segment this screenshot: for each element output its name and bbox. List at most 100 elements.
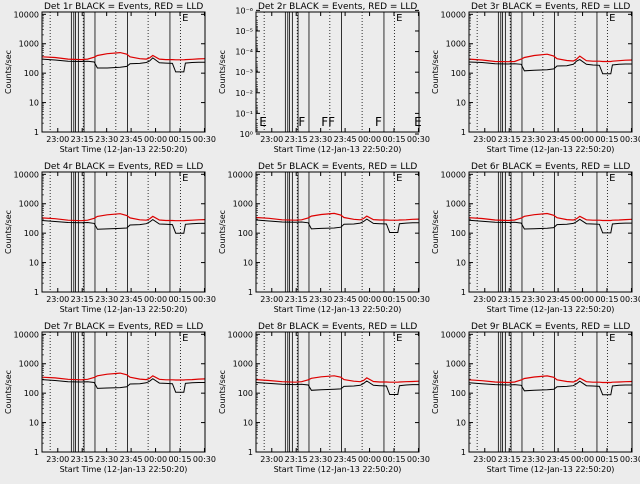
- x-tick-label: 23:45: [547, 135, 570, 144]
- x-tick-label: 00:30: [407, 295, 430, 304]
- panel-title: Det 5r BLACK = Events, RED = LLD: [258, 162, 417, 172]
- x-axis-label: Start Time (12-Jan-13 22:50:20): [274, 305, 402, 314]
- y-tick-label: 10: [243, 259, 253, 268]
- y-tick-label: 1000: [446, 40, 466, 49]
- y-axis-label: Counts/sec: [4, 210, 13, 254]
- series-lld-line: [255, 212, 420, 221]
- x-tick-label: 00:00: [571, 295, 594, 304]
- y-tick-label: 1000: [446, 360, 466, 369]
- y-tick-label: 1000: [19, 200, 39, 209]
- series-events-line: [41, 378, 205, 393]
- y-tick-label: 10000: [14, 10, 39, 19]
- series-lld-line: [255, 375, 420, 383]
- x-tick-label: 00:00: [358, 135, 381, 144]
- corner-marker-label: E: [182, 173, 188, 184]
- series-events-line: [41, 218, 205, 234]
- x-tick-label: 00:15: [382, 455, 405, 464]
- x-tick-label: 23:00: [260, 295, 283, 304]
- y-tick-label: 10: [29, 99, 39, 108]
- x-tick-label: 00:30: [407, 135, 430, 144]
- y-axis-label: Counts/sec: [4, 370, 13, 414]
- y-axis-label: Counts/sec: [431, 50, 440, 94]
- x-tick-label: 23:30: [522, 295, 545, 304]
- panel-title: Det 1r BLACK = Events, RED = LLD: [44, 2, 203, 12]
- x-tick-label: 23:45: [120, 455, 143, 464]
- y-tick-label: 100: [451, 229, 466, 238]
- y-tick-label: 100: [238, 389, 253, 398]
- y-tick-label: 10000: [14, 330, 39, 339]
- x-tick-label: 00:15: [168, 295, 191, 304]
- x-axis-label: Start Time (12-Jan-13 22:50:20): [274, 145, 402, 154]
- y-tick-label: 10000: [228, 330, 253, 339]
- series-lld-line: [41, 372, 206, 381]
- x-tick-label: 00:30: [407, 455, 430, 464]
- x-tick-label: 00:15: [382, 135, 405, 144]
- annotation-label: E: [259, 115, 267, 129]
- x-tick-label: 23:00: [46, 135, 69, 144]
- corner-marker-label: E: [396, 333, 402, 344]
- series-lld-line: [468, 53, 633, 63]
- series-events-line: [41, 57, 205, 73]
- y-tick-label: 10⁻¹: [235, 109, 253, 118]
- x-tick-label: 23:45: [120, 295, 143, 304]
- x-tick-label: 23:45: [334, 295, 357, 304]
- x-tick-label: 23:00: [473, 455, 496, 464]
- series-lld-line: [41, 51, 206, 61]
- x-tick-label: 23:30: [309, 135, 332, 144]
- y-tick-label: 10⁻⁵: [235, 27, 253, 36]
- y-tick-label: 1: [34, 128, 39, 137]
- corner-marker-label: E: [396, 13, 402, 24]
- y-tick-label: 1: [461, 288, 466, 297]
- y-tick-label: 10⁻⁴: [235, 48, 253, 57]
- corner-marker-label: E: [396, 173, 402, 184]
- plot-frame: [255, 171, 420, 293]
- x-tick-label: 00:00: [144, 455, 167, 464]
- series-events-line: [468, 59, 632, 75]
- y-tick-label: 1: [34, 288, 39, 297]
- panel-title: Det 8r BLACK = Events, RED = LLD: [258, 322, 417, 332]
- x-tick-label: 00:30: [193, 455, 216, 464]
- y-tick-label: 10000: [441, 10, 466, 19]
- panel-title: Det 9r BLACK = Events, RED = LLD: [471, 322, 630, 332]
- x-tick-label: 23:30: [309, 295, 332, 304]
- y-tick-label: 10: [456, 419, 466, 428]
- x-tick-label: 23:30: [95, 135, 118, 144]
- x-tick-label: 23:30: [522, 135, 545, 144]
- x-tick-label: 23:45: [547, 455, 570, 464]
- annotation-label: FF: [321, 115, 335, 129]
- x-tick-label: 23:15: [71, 135, 94, 144]
- x-tick-label: 23:00: [46, 295, 69, 304]
- y-tick-label: 10⁻³: [235, 68, 253, 77]
- x-tick-label: 00:15: [168, 455, 191, 464]
- x-tick-label: 23:45: [120, 135, 143, 144]
- x-axis-label: Start Time (12-Jan-13 22:50:20): [60, 145, 188, 154]
- y-tick-label: 1000: [446, 200, 466, 209]
- corner-marker-label: E: [609, 13, 615, 24]
- annotation-label: F: [298, 115, 305, 129]
- annotation-label: E: [414, 115, 422, 129]
- y-tick-label: 100: [451, 389, 466, 398]
- x-tick-label: 00:00: [144, 295, 167, 304]
- y-tick-label: 100: [238, 229, 253, 238]
- x-axis-label: Start Time (12-Jan-13 22:50:20): [60, 305, 188, 314]
- x-tick-label: 23:30: [95, 295, 118, 304]
- annotation-label: F: [375, 115, 382, 129]
- y-axis-label: Counts/sec: [218, 370, 227, 414]
- x-axis-label: Start Time (12-Jan-13 22:50:20): [60, 465, 188, 474]
- series-lld-line: [41, 213, 206, 222]
- corner-marker-label: E: [609, 333, 615, 344]
- x-tick-label: 00:00: [571, 455, 594, 464]
- x-tick-label: 23:15: [498, 455, 521, 464]
- plot-frame: [41, 11, 206, 133]
- y-tick-label: 1: [461, 128, 466, 137]
- x-tick-label: 00:00: [358, 455, 381, 464]
- panel-title: Det 7r BLACK = Events, RED = LLD: [44, 322, 203, 332]
- panel-title: Det 6r BLACK = Events, RED = LLD: [471, 162, 630, 172]
- x-tick-label: 00:30: [620, 135, 640, 144]
